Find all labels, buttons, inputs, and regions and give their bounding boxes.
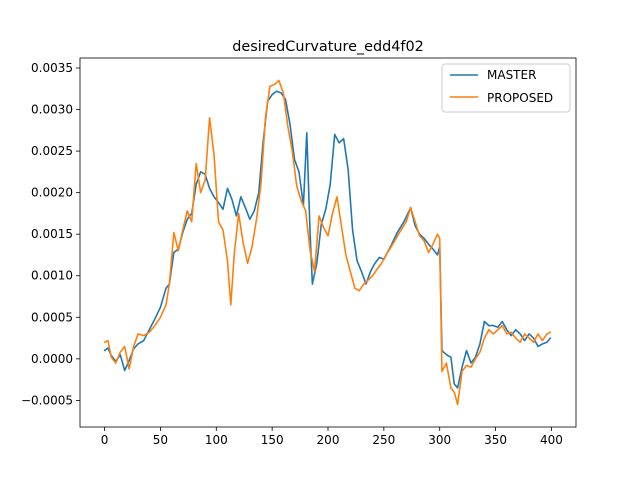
x-tick-label: 50 [153,433,168,447]
y-axis: −0.0005 0.0000 0.0005 0.0010 0.0015 0.0020 0.0… [21,61,80,407]
y-tick-label: −0.0005 [21,393,73,407]
y-tick-label: 0.0030 [31,103,73,117]
y-tick-label: 0.0010 [31,269,73,283]
x-tick-label: 100 [205,433,228,447]
series-layer [103,79,552,406]
x-axis: 0 50 100 150 200 250 300 350 400 [101,427,563,447]
legend-label-master: MASTER [487,68,536,82]
legend: MASTER PROPOSED [441,63,571,113]
y-tick-label: 0.0000 [31,352,73,366]
y-tick-label: 0.0015 [31,227,73,241]
x-tick-label: 350 [484,433,507,447]
x-tick-label: 300 [428,433,451,447]
legend-label-proposed: PROPOSED [487,91,553,105]
y-tick-label: 0.0005 [31,310,73,324]
series-line-proposed [103,79,552,406]
y-tick-label: 0.0025 [31,144,73,158]
legend-box [441,63,571,113]
x-tick-label: 0 [101,433,109,447]
x-tick-label: 150 [261,433,284,447]
x-tick-label: 200 [317,433,340,447]
chart-title: desiredCurvature_edd4f02 [232,39,424,55]
x-tick-label: 400 [540,433,563,447]
x-tick-label: 250 [372,433,395,447]
y-tick-label: 0.0035 [31,61,73,75]
y-tick-label: 0.0020 [31,186,73,200]
